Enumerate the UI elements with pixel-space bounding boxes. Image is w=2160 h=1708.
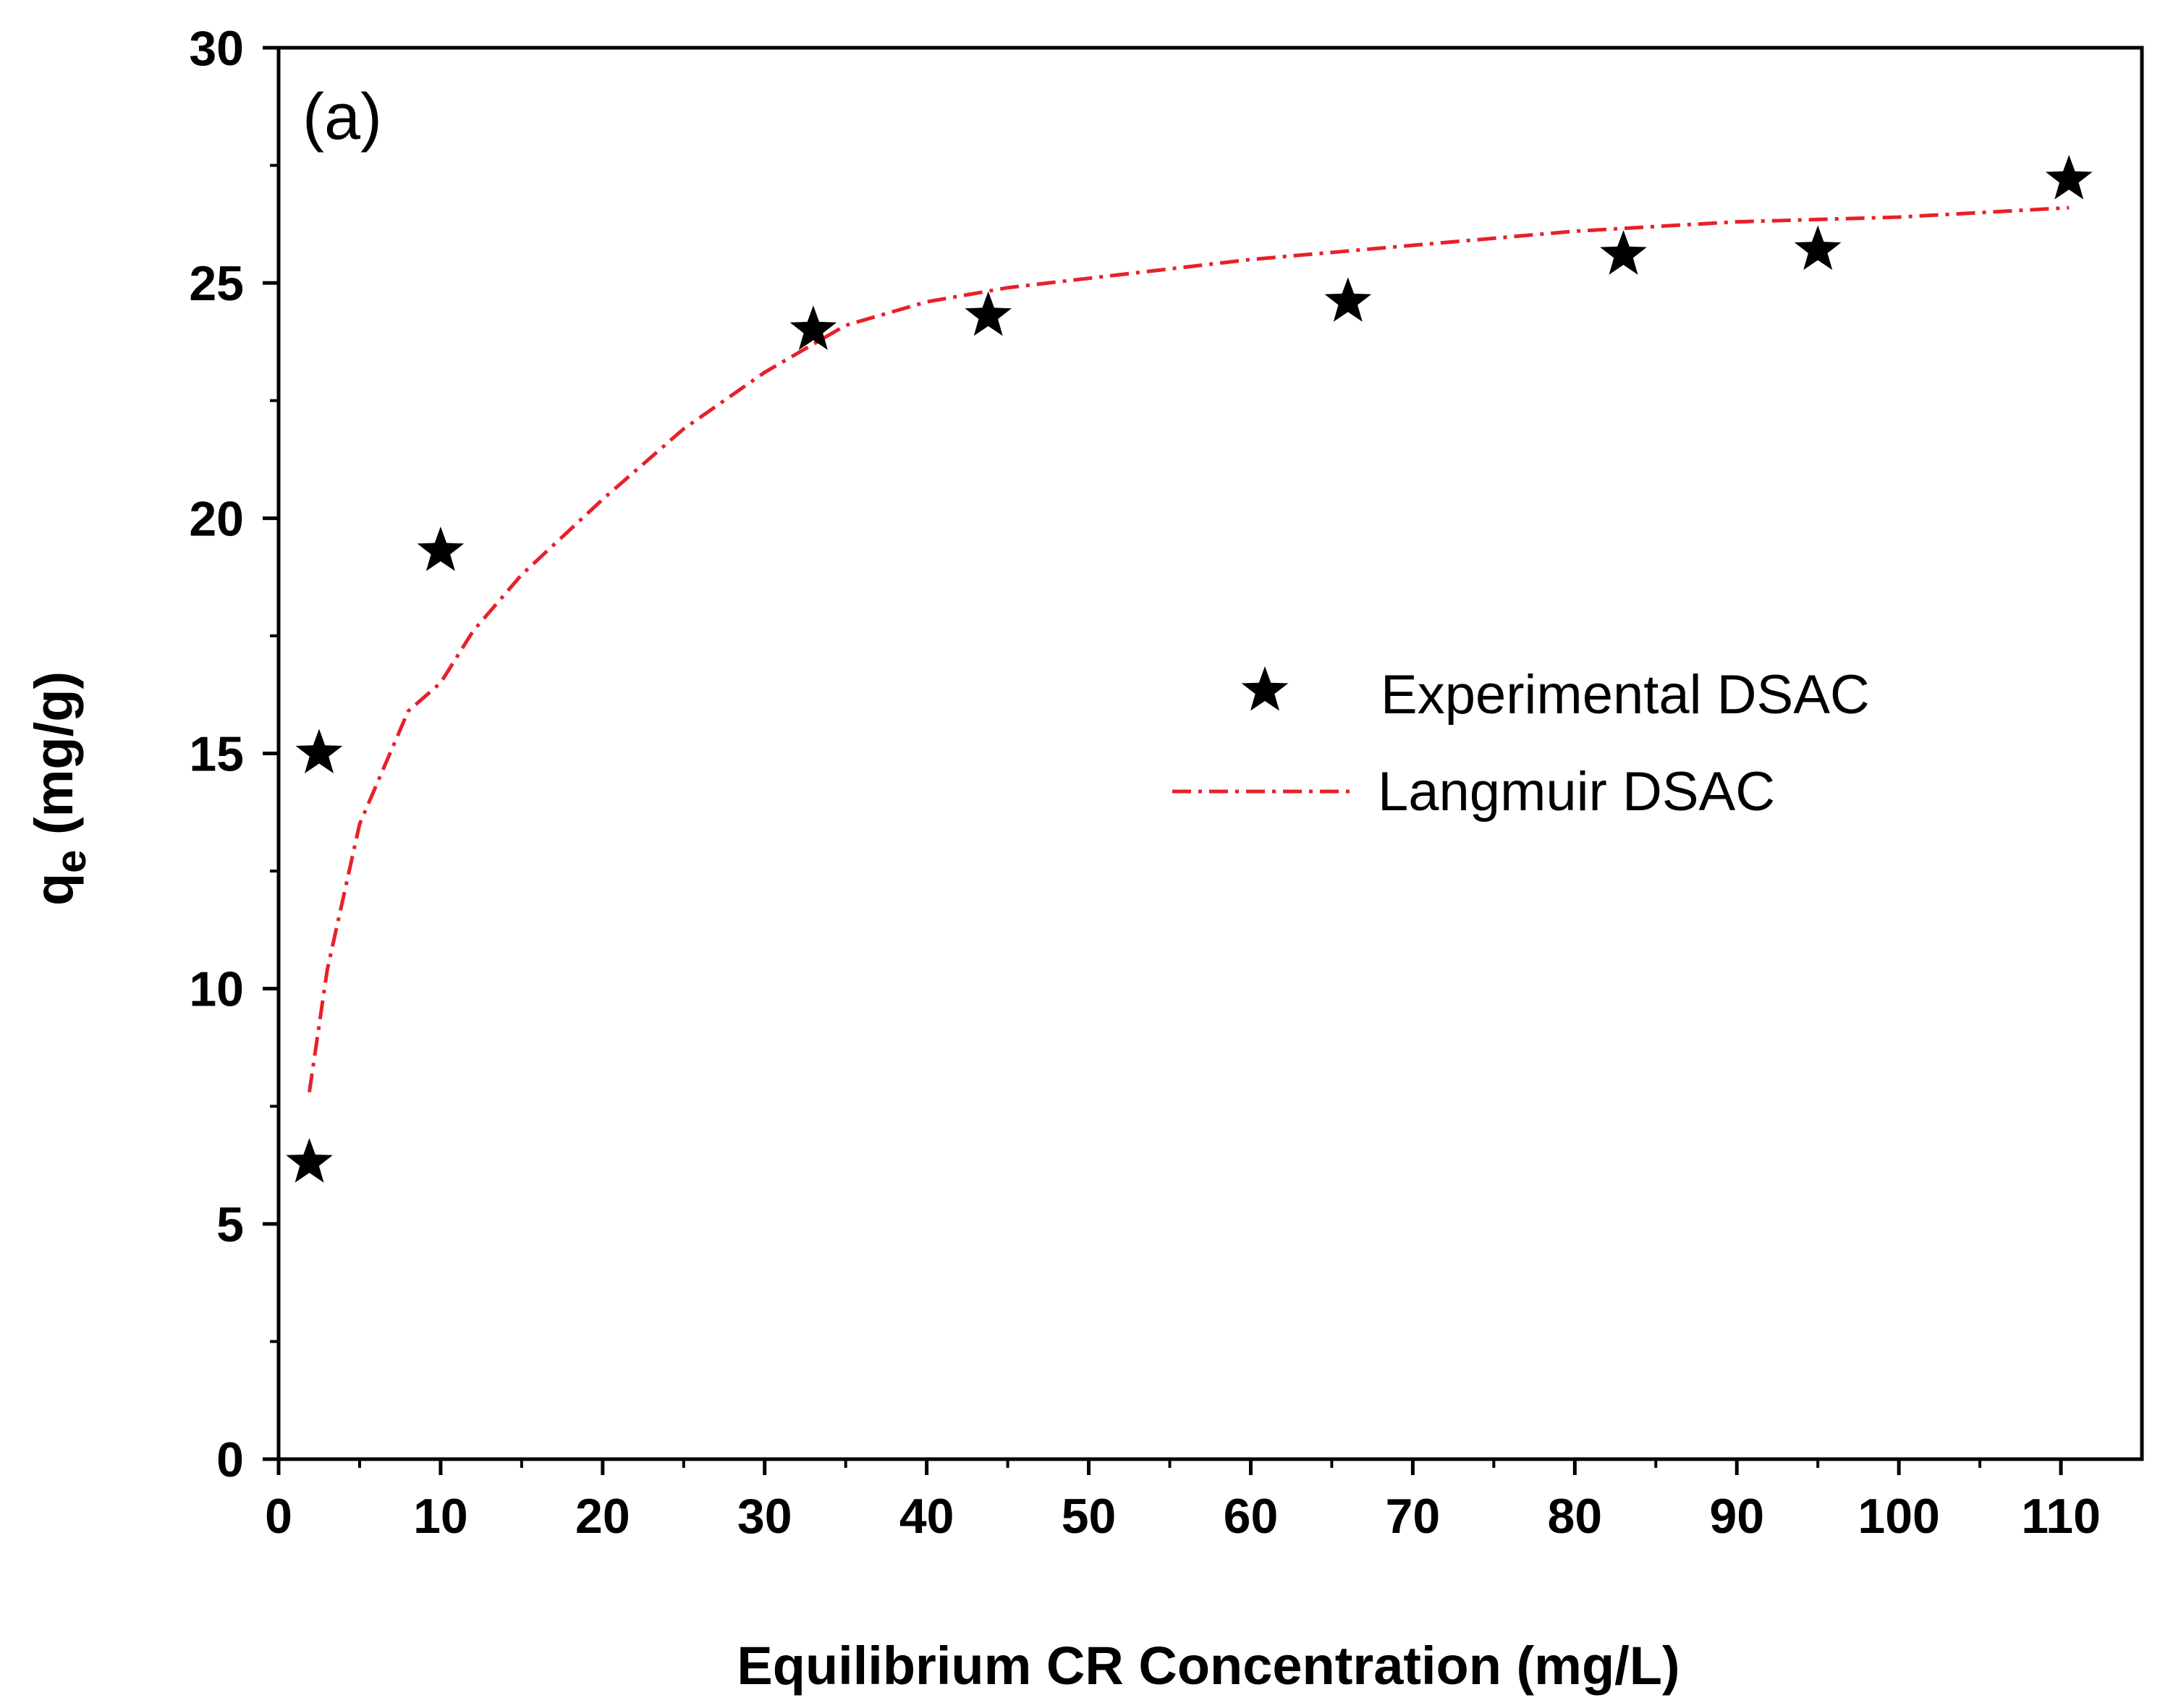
x-tick-label: 30 [737,1489,792,1544]
legend-label-langmuir: Langmuir DSAC [1378,761,1775,823]
data-point-experimental [1600,230,1647,275]
data-point-experimental [1794,225,1842,271]
plot-area [286,155,2093,1183]
y-tick-label: 30 [189,21,244,76]
data-point-experimental [789,305,837,350]
x-tick-label: 40 [899,1489,954,1544]
x-tick-label: 70 [1386,1489,1441,1544]
x-tick-label: 80 [1547,1489,1602,1544]
x-tick-label: 110 [2021,1489,2101,1544]
y-tick-label: 0 [216,1432,244,1487]
y-axis-title-main: q [24,873,84,906]
data-point-experimental [965,291,1012,336]
panel-label: (a) [302,81,382,153]
y-tick-label: 5 [216,1197,244,1252]
y-axis-title-subscript: e [48,850,95,873]
data-point-experimental [2045,155,2093,200]
y-tick-label: 20 [189,491,244,546]
data-point-experimental [286,1138,333,1183]
series-langmuir-line [308,205,2070,1093]
data-point-experimental [417,526,465,572]
x-tick-label: 10 [413,1489,468,1544]
data-point-experimental [295,728,343,773]
x-tick-label: 60 [1224,1489,1279,1544]
y-tick-label: 10 [189,962,244,1017]
data-point-experimental [1324,277,1372,322]
x-tick-label: 100 [1858,1489,1939,1544]
y-tick-label: 15 [189,727,244,782]
legend: Experimental DSAC Langmuir DSAC [1172,664,1870,823]
y-axis-title-units: (mg/g) [24,671,84,850]
x-tick-label: 50 [1062,1489,1117,1544]
legend-label-experimental: Experimental DSAC [1381,664,1870,726]
x-axis-title: Equilibrium CR Concentration (mg/L) [737,1636,1680,1696]
legend-marker-experimental [1241,666,1289,711]
y-axis-title: qe (mg/g) [24,671,95,906]
x-tick-label: 20 [575,1489,630,1544]
y-tick-label: 25 [189,256,244,311]
axes: 0 10 20 30 40 50 60 70 80 90 100 110 0 5 10 15 20 25 30 [189,21,2144,1544]
x-tick-label: 90 [1709,1489,1764,1544]
x-tick-label: 0 [265,1489,292,1544]
